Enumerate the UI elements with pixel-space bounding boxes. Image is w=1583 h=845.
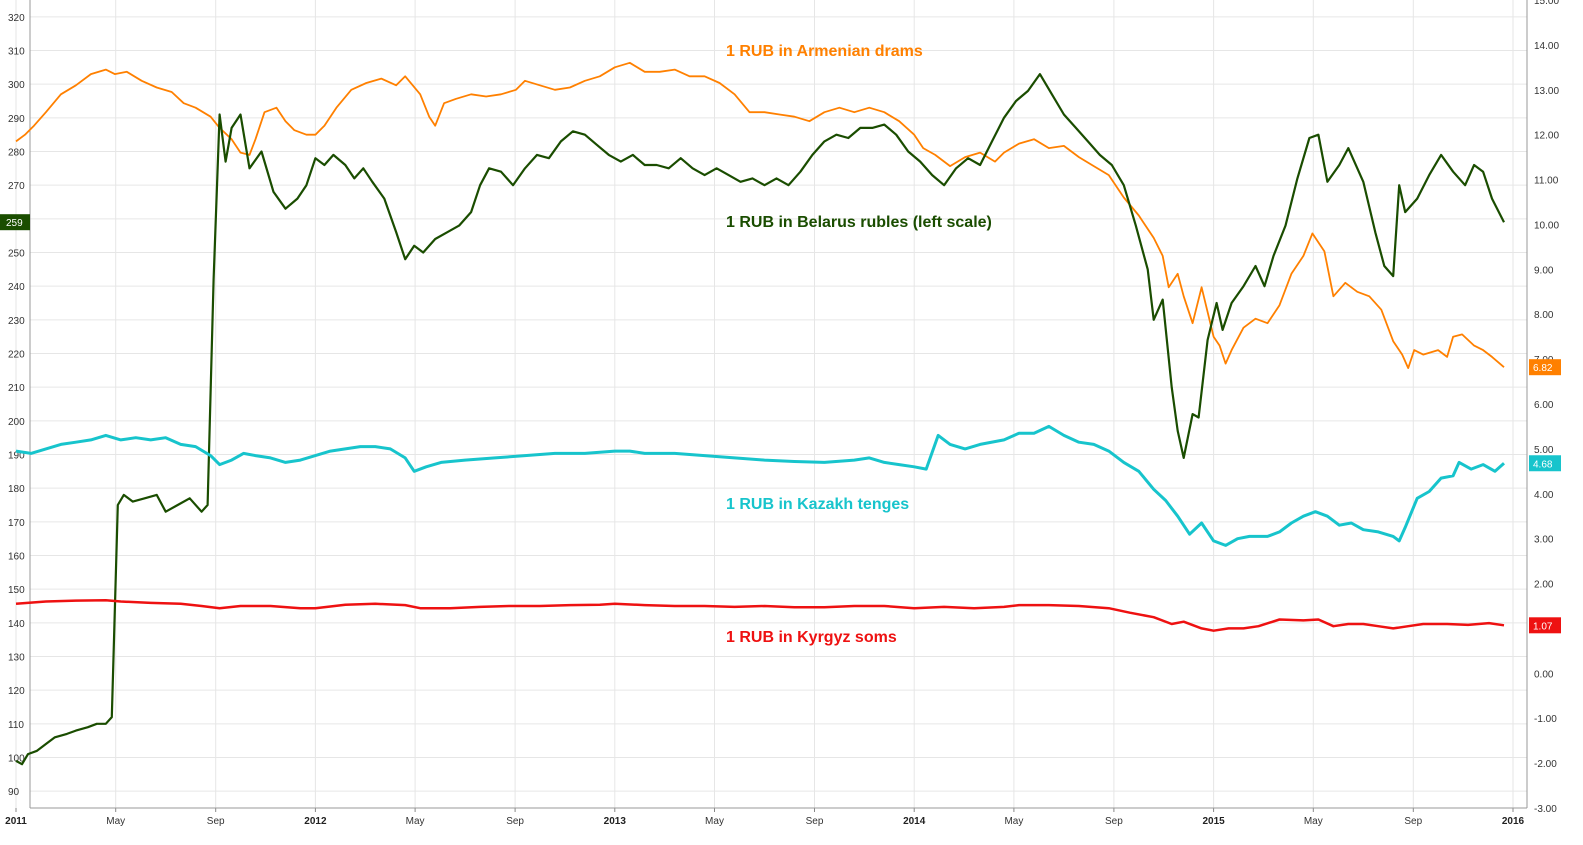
right-axis-tick-label: -2.00	[1534, 759, 1557, 770]
left-axis-tick-label: 190	[8, 451, 25, 462]
axes: 90 100 110 120 130 140 150 160 170 180 190 200 210 22…	[5, 0, 1559, 827]
last-value-badge-kazakh-tenges	[1529, 455, 1561, 472]
right-axis-tick-label: 13.00	[1534, 86, 1559, 97]
x-axis-tick-label: Sep	[806, 816, 824, 827]
last-value-label-kyrgyz-soms: 1.07	[1533, 621, 1553, 632]
x-axis-tick-label: May	[705, 816, 724, 827]
series-label-kazakh-tenges: 1 RUB in Kazakh tenges	[726, 496, 909, 513]
grid	[15, 0, 1527, 808]
x-axis-tick-label: 2015	[1202, 816, 1225, 827]
right-axis-tick-label: 6.00	[1534, 400, 1554, 411]
left-axis-tick-label: 150	[8, 585, 25, 596]
x-axis-tick-label: May	[406, 816, 425, 827]
right-axis-tick-label: 10.00	[1534, 220, 1559, 231]
x-axis-tick-label: May	[1004, 816, 1023, 827]
left-axis-tick-label: 280	[8, 148, 25, 159]
x-axis-tick-label: Sep	[1105, 816, 1123, 827]
right-axis-tick-label: 14.00	[1534, 41, 1559, 52]
left-axis-tick-label: 220	[8, 350, 25, 361]
series-line-belarus-rubles	[15, 73, 1505, 766]
right-axis-tick-label: -1.00	[1534, 714, 1557, 725]
left-axis-tick-label: 90	[8, 787, 20, 798]
series-line-armenian-drams	[15, 61, 1505, 369]
left-axis-tick-label: 230	[8, 316, 25, 327]
left-axis-tick-label: 110	[8, 720, 24, 731]
series-label-kyrgyz-soms: 1 RUB in Kyrgyz soms	[726, 629, 897, 646]
series-line-kyrgyz-soms	[15, 598, 1505, 632]
right-axis-tick-label: 9.00	[1534, 265, 1554, 276]
right-axis-tick-label: 8.00	[1534, 310, 1554, 321]
x-axis-tick-label: May	[1304, 816, 1323, 827]
series-label-armenian-drams: 1 RUB in Armenian drams	[726, 43, 923, 60]
series-line-kazakh-tenges	[15, 424, 1505, 547]
last-value-label-armenian-drams: 6.82	[1533, 363, 1553, 374]
x-axis-tick-label: 2013	[604, 816, 627, 827]
series	[15, 61, 1505, 766]
value-badges: 6.82 259 4.68 1.07	[0, 214, 1561, 634]
left-axis-tick-label: 310	[8, 47, 25, 58]
left-axis-tick-label: 300	[8, 80, 25, 91]
x-axis-tick-label: Sep	[207, 816, 225, 827]
right-axis-tick-label: 5.00	[1534, 445, 1554, 456]
last-value-badge-armenian-drams	[1529, 359, 1561, 376]
series-label-belarus-rubles: 1 RUB in Belarus rubles (left scale)	[726, 214, 992, 231]
left-axis-tick-label: 170	[8, 518, 25, 529]
left-axis-tick-label: 200	[8, 417, 25, 428]
right-axis-tick-label: 3.00	[1534, 535, 1554, 546]
x-axis-tick-label: 2011	[5, 816, 27, 827]
x-axis-tick-label: May	[106, 816, 125, 827]
x-axis-tick-label: 2012	[304, 816, 327, 827]
x-axis-tick-label: 2014	[903, 816, 926, 827]
left-axis-tick-label: 130	[8, 653, 25, 664]
left-axis-tick-label: 160	[8, 552, 25, 563]
last-value-label-belarus-rubles: 259	[6, 218, 23, 229]
series-labels: 1 RUB in Armenian drams 1 RUB in Belarus…	[726, 43, 992, 646]
left-axis-tick-label: 270	[8, 181, 25, 192]
left-axis-tick-label: 240	[8, 282, 25, 293]
right-axis-tick-label: 0.00	[1534, 669, 1554, 680]
right-axis-tick-label: 15.00	[1534, 0, 1559, 7]
left-axis-tick-label: 100	[8, 754, 25, 765]
left-axis-tick-label: 250	[8, 249, 25, 260]
last-value-badge-belarus-rubles	[0, 214, 30, 231]
right-axis-tick-label: 12.00	[1534, 131, 1559, 142]
x-axis-tick-label: 2016	[1502, 816, 1525, 827]
left-axis-tick-label: 320	[8, 13, 25, 24]
right-axis-tick-label: 11.00	[1534, 176, 1559, 187]
left-axis-tick-label: 180	[8, 484, 25, 495]
right-axis-tick-label: -3.00	[1534, 804, 1557, 815]
x-axis-tick-label: Sep	[506, 816, 524, 827]
x-axis-tick-label: Sep	[1404, 816, 1422, 827]
left-axis-tick-label: 210	[8, 383, 25, 394]
last-value-badge-kyrgyz-soms	[1529, 617, 1561, 634]
left-axis-tick-label: 290	[8, 114, 25, 125]
last-value-label-kazakh-tenges: 4.68	[1533, 459, 1553, 470]
right-axis-tick-label: 4.00	[1534, 490, 1554, 501]
right-axis-tick-label: 2.00	[1534, 580, 1554, 591]
left-axis-tick-label: 120	[8, 686, 25, 697]
left-axis-tick-label: 140	[8, 619, 25, 630]
